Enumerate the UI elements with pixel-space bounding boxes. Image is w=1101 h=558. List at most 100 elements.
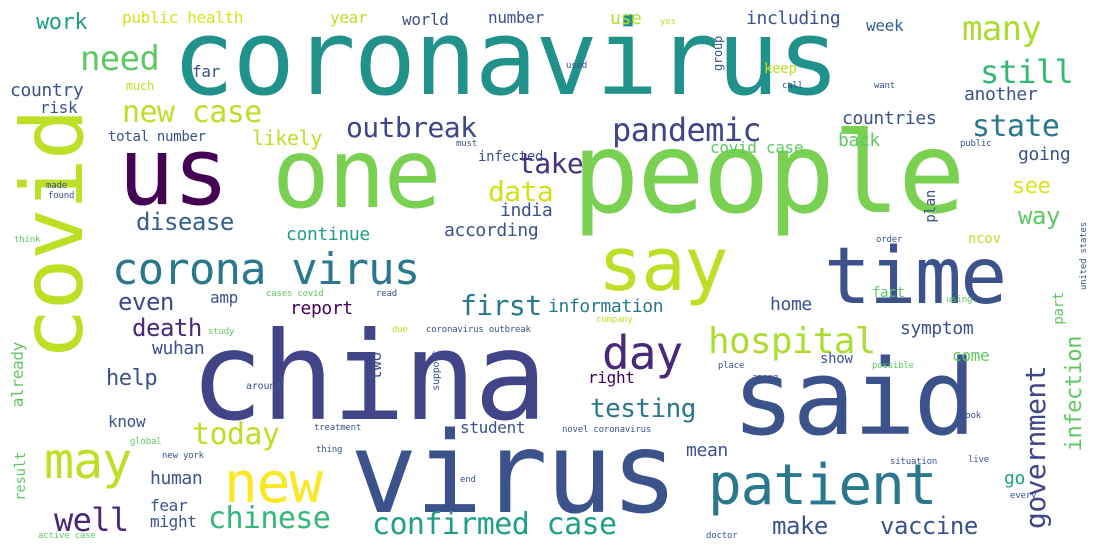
word-thing: thing <box>316 445 343 455</box>
word-another: another <box>964 84 1038 105</box>
word-made: made <box>46 181 67 191</box>
word-company: company <box>596 315 633 325</box>
word-see: see <box>1012 174 1051 199</box>
word-day: day <box>602 326 683 380</box>
word-found: found <box>48 191 75 201</box>
word-come: come <box>952 346 990 365</box>
word-must: must <box>456 139 477 149</box>
word-read: read <box>376 289 397 299</box>
word-already: already <box>8 342 27 408</box>
word-may: may <box>44 432 132 490</box>
word-due: due <box>392 325 408 335</box>
word-chinese: chinese <box>208 501 331 536</box>
word-might: might <box>150 512 197 531</box>
word-take: take <box>518 147 584 180</box>
word-corona-virus: corona virus <box>112 244 420 295</box>
word-pandemic: pandemic <box>612 111 762 149</box>
word-ncov: ncov <box>968 231 1001 247</box>
word-say: say <box>598 222 729 308</box>
word-covid-case: covid case <box>710 138 804 157</box>
word-live: live <box>968 455 989 465</box>
word-country: country <box>10 80 84 101</box>
word-new: new <box>224 451 323 516</box>
word-human: human <box>150 468 203 489</box>
word-study: study <box>208 327 235 337</box>
word-number: number <box>488 8 544 27</box>
word-group: group <box>711 36 725 71</box>
word-yes: yes <box>660 17 676 27</box>
word-united-states: united states <box>1079 222 1089 291</box>
word-around: around <box>246 381 281 392</box>
word-confirmed-case: confirmed case <box>372 507 617 542</box>
word-said: said <box>732 337 976 459</box>
word-infection: infection <box>1062 336 1087 452</box>
word-us: us <box>118 118 229 227</box>
word-disease: disease <box>136 208 234 236</box>
word-one: one <box>272 118 442 230</box>
word-need: need <box>80 39 160 79</box>
word-patient: patient <box>708 453 937 518</box>
word-support: support <box>431 350 442 391</box>
word-going: going <box>1018 144 1071 165</box>
word-public: public <box>960 139 992 149</box>
word-mean: mean <box>686 440 728 461</box>
word-work: work <box>36 10 88 35</box>
word-use: use <box>610 8 642 29</box>
word-likely: likely <box>252 126 322 150</box>
word-show: show <box>820 351 853 367</box>
word-hospital: hospital <box>708 321 876 362</box>
word-fact: fact <box>872 285 905 301</box>
word-virus: virus <box>350 409 678 539</box>
word-way: way <box>1018 202 1060 230</box>
word-order: order <box>876 235 903 245</box>
word-china: china <box>190 306 548 448</box>
word-death: death <box>132 314 202 342</box>
word-result: result <box>13 452 29 501</box>
word-testing: testing <box>590 394 696 424</box>
word-cases-covid: cases covid <box>266 289 324 299</box>
word-fear: fear <box>150 496 188 515</box>
word-novel-coronavirus: novel coronavirus <box>562 425 652 435</box>
word-end: end <box>460 475 476 485</box>
word-including: including <box>746 8 841 29</box>
word-part: part <box>1051 292 1067 325</box>
word-treatment: treatment <box>314 423 362 433</box>
word-world: world <box>402 10 449 29</box>
word-possible: possible <box>872 361 914 371</box>
word-even: even <box>118 288 174 316</box>
word-plan: plan <box>923 190 939 223</box>
word-global: global <box>130 437 162 447</box>
word-year: year <box>330 8 368 27</box>
word-symptom: symptom <box>900 318 974 339</box>
word-student: student <box>460 418 526 437</box>
word-data: data <box>488 175 554 208</box>
word-today: today <box>192 417 280 452</box>
word-vaccine: vaccine <box>880 512 978 540</box>
word-information: information <box>548 296 664 317</box>
word-first: first <box>460 289 542 322</box>
word-people: people <box>572 109 965 239</box>
word-far: far <box>192 62 220 81</box>
word-two: two <box>366 352 385 380</box>
word-know: know <box>108 412 146 431</box>
word-according: according <box>444 220 539 241</box>
word-amp: amp <box>210 288 238 307</box>
word-report: report <box>290 298 353 319</box>
word-outbreak: outbreak <box>346 111 477 144</box>
word-much: much <box>126 79 154 93</box>
word-wuhan: wuhan <box>152 338 205 359</box>
word-help: help <box>106 366 158 391</box>
word-home: home <box>770 294 812 315</box>
word-time: time <box>824 232 1007 322</box>
word-every: every <box>1010 491 1037 501</box>
word-among: among <box>752 373 779 383</box>
word-new-york: new york <box>162 451 204 461</box>
word-used: used <box>566 61 587 71</box>
word-doctor: doctor <box>706 531 738 541</box>
word-right: right <box>588 368 635 387</box>
word-countries: countries <box>842 108 937 129</box>
word-make: make <box>772 512 828 540</box>
word-total-number: total number <box>108 129 206 145</box>
word-coronavirus-outbreak: coronavirus outbreak <box>426 325 531 335</box>
